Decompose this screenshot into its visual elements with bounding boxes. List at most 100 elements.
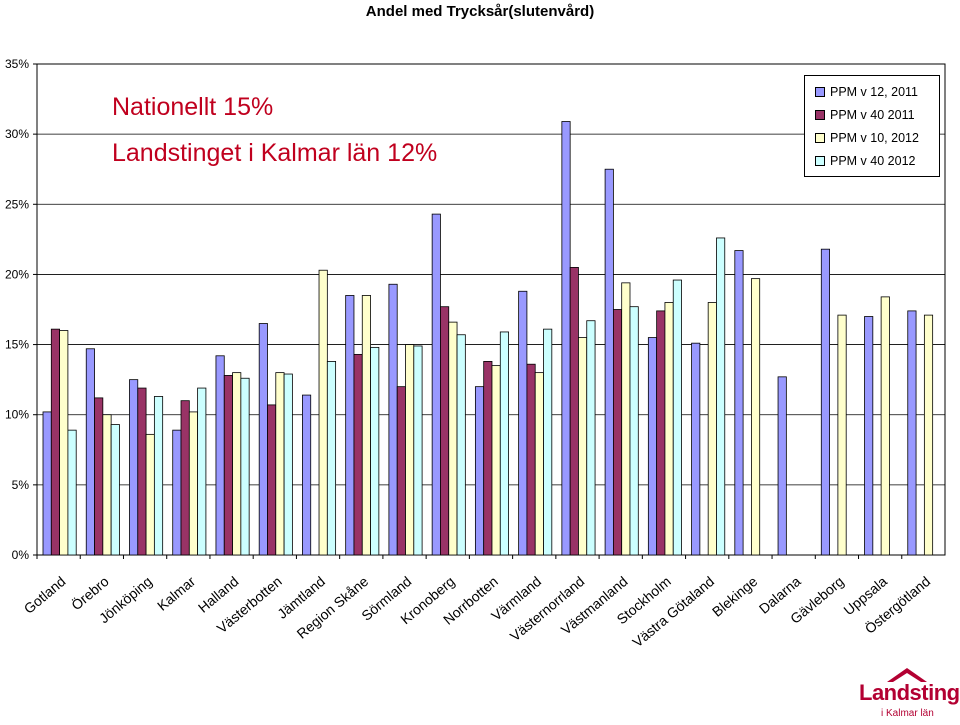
bar — [153, 396, 164, 556]
bar — [491, 365, 501, 556]
y-tick-label: 20% — [5, 267, 29, 281]
y-tick-label: 30% — [5, 127, 29, 141]
bar — [267, 404, 277, 556]
bar — [734, 250, 744, 556]
legend-item: PPM v 40 2012 — [815, 149, 939, 172]
bar — [604, 168, 614, 556]
legend-item: PPM v 40 2011 — [815, 103, 939, 126]
bar — [431, 213, 441, 556]
bar — [534, 372, 544, 556]
bar — [777, 376, 787, 556]
bar — [612, 309, 623, 556]
bars — [42, 121, 934, 556]
y-tick-label: 0% — [12, 548, 30, 562]
bar — [543, 328, 553, 556]
bar — [672, 279, 682, 556]
bar — [326, 361, 337, 556]
bar — [129, 379, 139, 556]
bar — [345, 295, 355, 556]
bar — [621, 282, 631, 556]
x-tick-label: Gotland — [21, 573, 69, 617]
bar — [820, 248, 830, 556]
legend-swatch — [815, 155, 825, 166]
bar — [302, 394, 312, 556]
bar — [145, 433, 155, 556]
legend-item: PPM v 12, 2011 — [815, 80, 939, 103]
bar — [751, 278, 761, 556]
bar — [664, 302, 674, 556]
bar — [716, 237, 726, 556]
bar — [586, 320, 596, 556]
bar — [180, 400, 190, 556]
bar — [456, 334, 466, 556]
x-tick-label: Västernorrland — [507, 573, 588, 644]
bar — [561, 121, 571, 556]
bar — [137, 387, 147, 556]
y-tick-label: 25% — [5, 197, 29, 211]
logo-sub: i Kalmar län — [881, 708, 934, 719]
bar — [232, 372, 242, 556]
bar — [223, 375, 233, 556]
bar — [388, 283, 398, 556]
bar — [215, 355, 225, 556]
bar — [707, 302, 717, 556]
bar — [907, 310, 917, 556]
bar — [837, 314, 847, 556]
bar — [647, 337, 658, 556]
bar — [102, 414, 112, 556]
x-tick-label: Kalmar — [154, 573, 199, 614]
bar — [448, 321, 458, 556]
bar — [172, 429, 182, 556]
y-tick-label: 5% — [12, 478, 30, 492]
legend-label: PPM v 40 2011 — [830, 107, 915, 122]
national-annotation: Nationellt 15% — [112, 93, 274, 121]
bar — [413, 345, 423, 556]
x-tick-label: Blekinge — [709, 573, 761, 620]
axes — [33, 63, 903, 559]
bar — [474, 386, 485, 556]
bar — [240, 377, 250, 556]
y-tick-label: 35% — [5, 57, 29, 71]
bar — [85, 348, 95, 556]
bar — [275, 372, 285, 556]
bar — [518, 290, 528, 556]
legend-swatch — [815, 109, 825, 120]
legend: PPM v 12, 2011 PPM v 40 2011 PPM v 10, 2… — [804, 75, 940, 177]
bar — [656, 310, 666, 556]
bar — [59, 330, 69, 556]
legend-swatch — [815, 132, 825, 143]
chart-title: Andel med Trycksår(slutenvård) — [365, 3, 595, 20]
bar — [197, 387, 207, 556]
bar — [499, 331, 509, 556]
bar — [483, 361, 493, 556]
bar — [923, 314, 934, 556]
y-tick-label: 15% — [5, 338, 29, 352]
legend-label: PPM v 10, 2012 — [830, 130, 919, 145]
bar — [188, 411, 199, 556]
bar — [318, 269, 328, 556]
bar — [396, 386, 406, 556]
bar — [440, 306, 450, 556]
bar — [405, 344, 415, 556]
bar — [94, 397, 104, 556]
bar — [42, 411, 52, 556]
bar — [880, 296, 890, 556]
legend-label: PPM v 12, 2011 — [830, 84, 919, 99]
bar — [50, 328, 60, 556]
bar — [258, 323, 268, 556]
bar — [569, 267, 579, 556]
bar — [283, 373, 293, 556]
legend-swatch — [815, 86, 825, 97]
legend-label: PPM v 40 2012 — [830, 153, 916, 168]
bar — [353, 353, 363, 556]
bar — [578, 337, 588, 556]
roof-icon — [887, 668, 927, 682]
logo-brand: Landstinget — [859, 680, 960, 705]
bar — [629, 306, 639, 556]
legend-item: PPM v 10, 2012 — [815, 126, 939, 149]
bar — [361, 295, 371, 556]
bar — [691, 342, 701, 556]
county-annotation: Landstinget i Kalmar län 12% — [112, 139, 438, 167]
bar — [864, 316, 874, 556]
